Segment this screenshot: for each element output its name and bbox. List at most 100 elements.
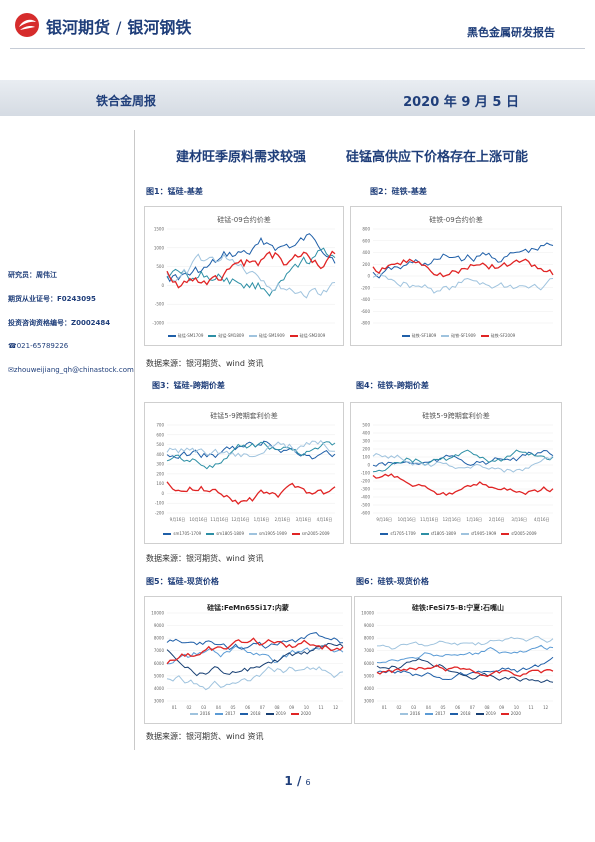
series-line [166, 253, 336, 299]
legend-swatch [400, 713, 409, 715]
legend-label: 硅锰-SM2009 [299, 333, 326, 338]
x-tick-label: 02 [396, 705, 402, 710]
x-tick-label: 1月16日 [254, 517, 270, 522]
y-tick-label: 700 [156, 423, 164, 428]
chart-sm-spread: 硅锰5-9跨期套利价差 700 600 500 400 300 200 100 0 -100 -2… [144, 402, 344, 544]
series-line [376, 644, 554, 664]
y-tick-label: 10000 [151, 611, 164, 616]
y-tick-label: 100 [156, 481, 164, 486]
y-tick-label: 200 [156, 471, 164, 476]
x-tick-label: 04 [426, 705, 432, 710]
y-tick-label: 5000 [364, 673, 375, 678]
x-tick-label: 11月16日 [210, 517, 228, 522]
chart-legend: 2016 2017 2018 2019 2020 [355, 711, 561, 716]
page-current: 1 [284, 774, 293, 788]
email-link[interactable]: ✉zhouweijiang_qh@chinastock.com [8, 366, 134, 374]
figure-2-title: 图2：硅铁-基差 [370, 187, 427, 196]
y-tick-label: -300 [361, 487, 371, 492]
y-tick-label: -100 [361, 471, 371, 476]
figure-4-title: 图4：硅铁-跨期价差 [356, 381, 429, 390]
legend-label: 硅铁-SF1909 [451, 333, 476, 338]
license-number: 期货从业证号：F0243095 [8, 295, 96, 303]
legend-swatch [249, 533, 257, 535]
y-tick-label: 9000 [364, 623, 375, 628]
series-line [372, 272, 554, 294]
y-tick-label: 400 [362, 250, 370, 255]
chart-legend: 2016 2017 2018 2019 2020 [145, 711, 351, 716]
legend-swatch [240, 713, 249, 715]
series-line [166, 481, 336, 505]
y-tick-label: 500 [362, 423, 370, 428]
x-tick-label: 02 [186, 705, 192, 710]
legend-swatch [190, 713, 199, 715]
x-tick-label: 04 [216, 705, 222, 710]
legend-label: 硅锰-SM1809 [218, 333, 244, 338]
y-tick-label: 6000 [364, 661, 375, 666]
legend-label: sm1805-1809 [216, 531, 244, 536]
legend-label: 2017 [435, 711, 446, 716]
legend-label: sf1805-1809 [430, 531, 456, 536]
legend-label: sm2005-2009 [301, 531, 330, 536]
x-tick-label: 12 [543, 705, 549, 710]
y-tick-label: 300 [156, 462, 164, 467]
legend-label: 2016 [200, 711, 211, 716]
x-tick-label: 10月16日 [398, 517, 416, 522]
x-tick-label: 05 [230, 705, 236, 710]
y-tick-label: -600 [361, 511, 371, 516]
x-tick-label: 01 [172, 705, 178, 710]
y-tick-label: 3000 [154, 699, 165, 704]
y-tick-label: 600 [156, 432, 164, 437]
y-tick-label: -400 [361, 495, 371, 500]
y-tick-label: 6000 [154, 661, 165, 666]
legend-swatch [380, 533, 389, 535]
title-band [0, 80, 595, 116]
column-divider [134, 130, 135, 750]
y-tick-label: 800 [362, 227, 370, 232]
x-tick-label: 08 [274, 705, 280, 710]
y-tick-label: 0 [161, 283, 164, 288]
legend-label: 2016 [410, 711, 421, 716]
y-tick-label: 0 [367, 463, 370, 468]
source-note-2: 数据来源：银河期货、wind 资讯 [146, 554, 264, 563]
x-tick-label: 9月16日 [376, 517, 392, 522]
y-tick-label: 600 [362, 238, 370, 243]
figure-6-title: 图6：硅铁-现货价格 [356, 577, 429, 586]
series-line [372, 258, 554, 278]
legend-swatch [450, 713, 459, 715]
y-tick-label: 500 [156, 442, 164, 447]
series-line [166, 643, 344, 665]
x-tick-label: 09 [289, 705, 295, 710]
x-tick-label: 1月16日 [466, 517, 482, 522]
series-line [372, 242, 554, 279]
series-line [166, 637, 344, 665]
source-note-1: 数据来源：银河期货、wind 资讯 [146, 359, 264, 368]
legend-swatch [480, 335, 489, 337]
legend-swatch [500, 713, 509, 715]
legend-label: 2019 [485, 711, 496, 716]
legend-label: sf1905-1909 [471, 531, 497, 536]
series-line [166, 441, 336, 470]
legend-swatch [215, 713, 224, 715]
chart-title: 硅铁5-9跨期套利价差 [422, 412, 490, 420]
series-line [166, 233, 336, 283]
x-tick-label: 03 [201, 705, 207, 710]
report-type: 黑色金属研发报告 [467, 26, 555, 39]
y-tick-label: 10000 [361, 611, 374, 616]
series-line [166, 642, 344, 677]
headline-left: 建材旺季原料需求较强 [176, 150, 307, 165]
legend-label: 2017 [225, 711, 236, 716]
x-tick-label: 08 [484, 705, 490, 710]
y-tick-label: 200 [362, 262, 370, 267]
legend-swatch [163, 533, 172, 535]
series-line [376, 664, 554, 678]
legend-swatch [501, 533, 510, 535]
x-tick-label: 11月16日 [420, 517, 438, 522]
y-tick-label: 300 [362, 439, 370, 444]
chart-legend: 硅铁-SF1809 硅铁-SF1909 硅铁-SF2009 [351, 333, 561, 339]
y-tick-label: 3000 [364, 699, 375, 704]
x-tick-label: 01 [382, 705, 388, 710]
y-tick-label: 5000 [154, 673, 165, 678]
chart-title: 硅铁:FeSi75-B:宁夏:石嘴山 [411, 604, 505, 612]
legend-swatch [401, 335, 410, 337]
page-number: 1 / 6 [0, 774, 595, 788]
